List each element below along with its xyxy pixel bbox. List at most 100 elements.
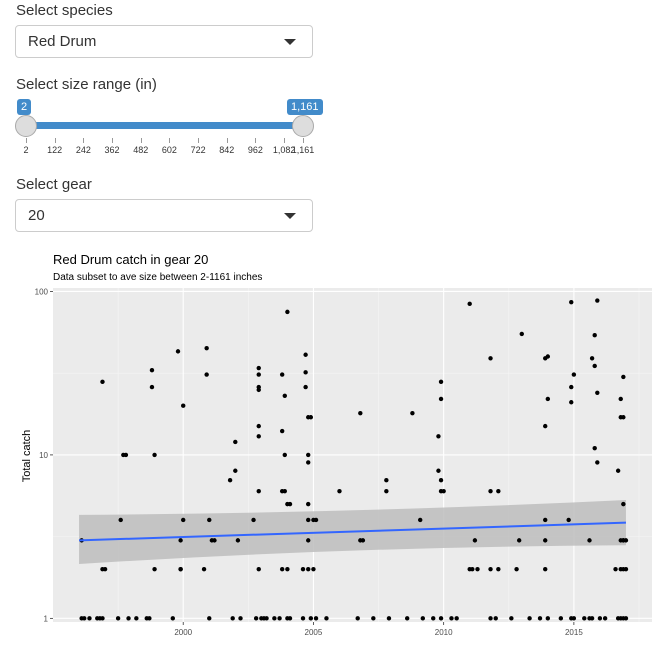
data-point: [618, 396, 623, 402]
data-point: [256, 384, 261, 390]
regression-line: [79, 521, 626, 542]
data-point: [488, 488, 493, 494]
data-point: [404, 616, 410, 621]
data-point: [149, 384, 155, 390]
species-value: Red Drum: [28, 33, 97, 50]
data-point: [306, 538, 311, 543]
slider-tick-mark: [255, 138, 257, 143]
data-point: [207, 616, 212, 621]
data-point: [569, 299, 574, 305]
data-point: [285, 309, 290, 315]
chart-subtitle: Data subset to ave size between 2-1161 i…: [53, 272, 262, 283]
data-point: [358, 410, 363, 416]
data-point: [615, 468, 621, 473]
data-point: [569, 400, 574, 405]
data-point: [204, 372, 209, 377]
data-point: [256, 434, 261, 439]
slider-min-badge: 2: [17, 99, 32, 115]
data-point: [277, 616, 282, 621]
data-point: [527, 616, 532, 621]
gridlines: [53, 288, 652, 622]
data-point: [488, 616, 493, 621]
data-points: [79, 298, 629, 621]
slider-tick-mark: [198, 138, 200, 143]
data-point: [256, 423, 261, 429]
data-point: [623, 566, 629, 572]
data-point: [337, 488, 342, 494]
y-tick-label: 100: [35, 287, 49, 296]
data-point: [516, 538, 522, 543]
data-point: [537, 616, 543, 621]
data-point: [592, 445, 597, 451]
data-point: [264, 616, 269, 621]
data-point: [595, 390, 600, 395]
data-point: [436, 434, 441, 439]
slider-tick-label: 1,082: [272, 145, 296, 155]
data-point: [238, 616, 243, 621]
data-point: [300, 616, 306, 621]
data-point: [360, 538, 366, 543]
data-point: [253, 616, 259, 621]
data-point: [201, 566, 207, 572]
data-point: [420, 616, 426, 621]
data-point: [438, 478, 444, 483]
data-point: [287, 616, 293, 621]
data-point: [493, 616, 498, 621]
data-point: [454, 616, 459, 621]
data-point: [285, 566, 290, 572]
data-point: [386, 616, 392, 621]
slider-tick-label: 962: [247, 145, 263, 155]
data-point: [587, 538, 592, 543]
data-point: [227, 478, 233, 483]
y-axis-title: Total catch: [21, 430, 33, 483]
slider-tick-label: 602: [161, 145, 177, 155]
slider-tick-mark: [54, 138, 56, 143]
slider-tick-mark: [303, 138, 304, 143]
data-point: [384, 478, 389, 483]
data-point: [589, 616, 595, 621]
data-point: [582, 616, 587, 621]
axes: 2000 2005 2010 2015 1 10 100: [35, 287, 584, 637]
y-tick-label: 10: [39, 451, 48, 460]
data-point: [438, 616, 444, 621]
data-point: [545, 616, 551, 621]
slider-tick-mark: [284, 138, 286, 143]
data-point: [496, 566, 501, 572]
species-select[interactable]: Red Drum: [15, 25, 313, 58]
data-point: [449, 616, 454, 621]
chevron-down-icon: [284, 213, 296, 219]
slider-min-handle[interactable]: [15, 115, 37, 137]
data-point: [256, 488, 261, 494]
data-point: [134, 616, 139, 621]
data-point: [324, 616, 329, 621]
data-point: [566, 517, 571, 523]
catch-chart: Red Drum catch in gear 20 Data subset to…: [21, 252, 652, 637]
slider-tick-mark: [169, 138, 171, 143]
data-point: [207, 517, 212, 523]
data-point: [384, 488, 389, 494]
data-point: [178, 566, 183, 572]
data-point: [306, 566, 311, 572]
data-point: [256, 566, 261, 572]
data-point: [589, 356, 595, 361]
data-point: [152, 452, 157, 458]
data-point: [308, 415, 314, 420]
data-point: [431, 616, 436, 621]
data-point: [509, 616, 514, 621]
data-point: [181, 517, 186, 523]
data-point: [311, 566, 316, 572]
data-point: [514, 566, 519, 572]
data-point: [621, 374, 626, 380]
data-point: [545, 354, 551, 359]
slider-bar[interactable]: [26, 122, 304, 129]
data-point: [118, 517, 123, 523]
data-point: [87, 616, 92, 621]
data-point: [256, 365, 261, 371]
data-point: [488, 356, 493, 361]
slider-tick-mark: [26, 138, 27, 143]
data-point: [545, 396, 551, 402]
slider-max-handle[interactable]: [292, 115, 314, 137]
data-point: [623, 616, 629, 621]
gear-select[interactable]: 20: [15, 199, 313, 232]
data-point: [571, 372, 577, 377]
